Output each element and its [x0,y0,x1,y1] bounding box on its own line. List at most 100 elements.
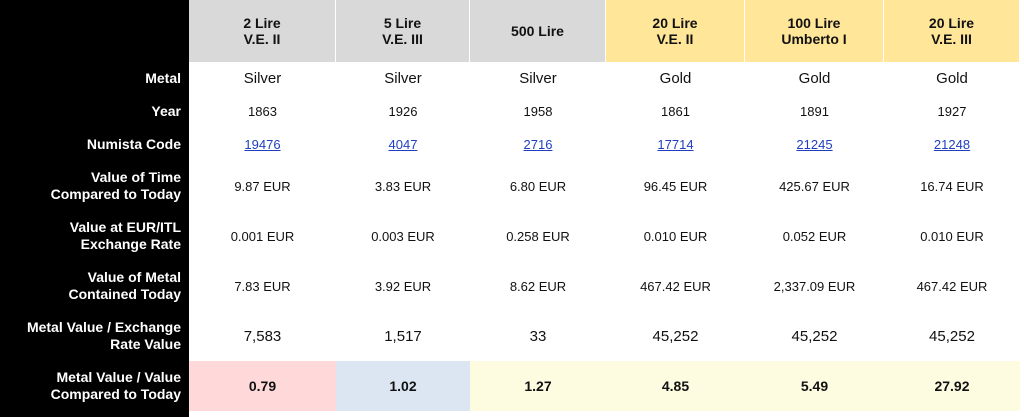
metal-value: Gold [659,70,692,87]
numista-code-cell: 21248 [884,128,1020,161]
ratio-cell: 1,517 [336,311,470,361]
value-of-metal-cell: 467.42 EUR [884,261,1020,311]
compared-to-today-cell: 27.92 [884,361,1020,411]
year-cell: 1927 [884,95,1020,128]
value-at-exchange-rate-cell: 0.003 EUR [336,211,470,261]
value-of-time-value: 16.74 EUR [920,178,984,194]
row-label-value-of-time: Value of Time Compared to Today [50,169,181,202]
metal-value: Gold [798,70,831,87]
row-label-metal: Metal [145,70,181,86]
ratio-value: 45,252 [791,327,838,345]
year-value: 1861 [661,104,690,119]
row-label-value-of-metal: Value of Metal Contained Today [68,269,181,302]
row-label-column: Metal Year Numista Code Value of Time Co… [0,0,189,417]
value-at-exchange-rate-value: 0.258 EUR [506,228,570,244]
value-of-time-cell: 3.83 EUR [336,161,470,211]
ratio-cell: 45,252 [606,311,745,361]
value-of-time-cell: 6.80 EUR [470,161,606,211]
metal-cell: Silver [189,62,336,95]
column-header: 5 Lire V.E. III [336,0,470,62]
value-of-time-value: 425.67 EUR [779,178,850,194]
compared-to-today-cell: 4.85 [606,361,745,411]
value-of-metal-cell: 467.42 EUR [606,261,745,311]
year-value: 1891 [800,104,829,119]
column-header: 2 Lire V.E. II [189,0,336,62]
value-at-exchange-rate-value: 0.010 EUR [920,228,984,244]
value-at-exchange-rate-cell: 0.001 EUR [189,211,336,261]
compared-to-today-cell: 1.27 [470,361,606,411]
value-at-exchange-rate-cell: 0.010 EUR [606,211,745,261]
compared-to-today-value: 0.79 [248,377,277,394]
numista-code-link[interactable]: 21245 [796,137,833,152]
numista-code-cell: 21245 [745,128,884,161]
compared-to-today-cell: 1.02 [336,361,470,411]
year-value: 1958 [523,104,553,119]
column-header: 500 Lire [470,0,606,62]
value-at-exchange-rate-cell: 0.010 EUR [884,211,1020,261]
year-cell: 1863 [189,95,336,128]
value-of-metal-value: 3.92 EUR [374,278,432,294]
numista-code-link[interactable]: 4047 [388,137,418,152]
metal-value: Silver [384,70,422,87]
ratio-cell: 7,583 [189,311,336,361]
compared-to-today-value: 1.02 [389,377,417,394]
compared-to-today-cell: 5.49 [745,361,884,411]
column-header: 20 Lire V.E. III [884,0,1020,62]
value-at-exchange-rate-value: 0.001 EUR [230,228,295,244]
numista-code-link[interactable]: 19476 [244,137,281,152]
numista-code-link[interactable]: 2716 [523,137,553,152]
ratio-cell: 33 [470,311,606,361]
numista-code-cell: 4047 [336,128,470,161]
value-of-time-cell: 16.74 EUR [884,161,1020,211]
compared-to-today-value: 27.92 [934,377,970,394]
metal-value: Gold [936,70,968,87]
value-of-time-value: 6.80 EUR [509,178,567,194]
ratio-value: 45,252 [929,327,975,345]
value-of-time-value: 9.87 EUR [234,178,291,194]
value-of-time-value: 96.45 EUR [643,178,708,194]
value-of-time-cell: 96.45 EUR [606,161,745,211]
value-of-metal-cell: 8.62 EUR [470,261,606,311]
row-label-numista-code: Numista Code [86,136,181,152]
metal-cell: Silver [470,62,606,95]
year-value: 1926 [388,104,418,119]
compared-to-today-value: 5.49 [800,377,829,394]
numista-code-cell: 17714 [606,128,745,161]
value-of-metal-cell: 2,337.09 EUR [745,261,884,311]
compared-to-today-value: 4.85 [661,377,690,394]
numista-code-cell: 2716 [470,128,606,161]
row-label-year: Year [151,103,181,119]
ratio-cell: 45,252 [745,311,884,361]
value-of-time-cell: 9.87 EUR [189,161,336,211]
numista-code-cell: 19476 [189,128,336,161]
value-at-exchange-rate-cell: 0.052 EUR [745,211,884,261]
numista-code-link[interactable]: 17714 [657,137,694,152]
value-at-exchange-rate-value: 0.010 EUR [643,228,708,244]
value-of-metal-value: 7.83 EUR [234,278,291,294]
ratio-value: 1,517 [384,327,422,345]
ratio-value: 7,583 [243,327,282,345]
metal-value: Silver [519,70,557,87]
metal-cell: Gold [606,62,745,95]
year-cell: 1958 [470,95,606,128]
compared-to-today-value: 1.27 [524,377,552,394]
value-of-metal-value: 467.42 EUR [916,278,988,294]
value-of-metal-value: 8.62 EUR [509,278,567,294]
value-of-metal-value: 2,337.09 EUR [773,278,856,294]
column-header: 20 Lire V.E. II [606,0,745,62]
value-of-metal-value: 467.42 EUR [640,278,711,294]
compared-to-today-cell: 0.79 [189,361,336,411]
value-of-metal-cell: 7.83 EUR [189,261,336,311]
ratio-cell: 45,252 [884,311,1020,361]
year-cell: 1891 [745,95,884,128]
metal-value: Silver [243,70,282,87]
value-at-exchange-rate-value: 0.052 EUR [782,228,847,244]
year-value: 1927 [937,104,967,119]
year-cell: 1926 [336,95,470,128]
numista-code-link[interactable]: 21248 [933,137,971,152]
row-label-ratio: Metal Value / Exchange Rate Value [26,319,181,352]
value-at-exchange-rate-value: 0.003 EUR [371,228,435,244]
year-value: 1863 [248,104,277,119]
year-cell: 1861 [606,95,745,128]
